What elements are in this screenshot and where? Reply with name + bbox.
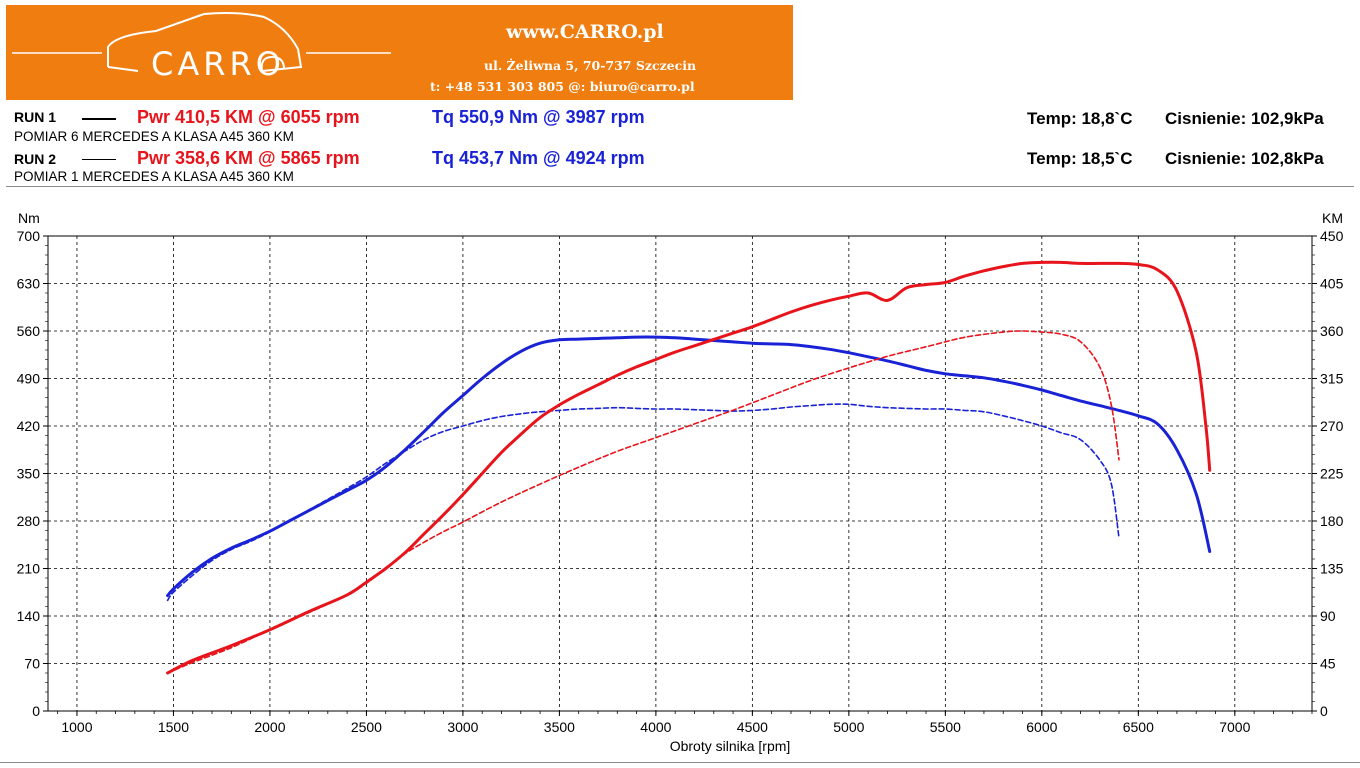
run1-power-peak: Pwr 410,5 KM @ 6055 rpm: [137, 107, 360, 127]
y-right-tick-label: 135: [1320, 561, 1344, 577]
x-tick-label: 6000: [1026, 719, 1057, 735]
x-tick-label: 5500: [930, 719, 961, 735]
y-right-axis-label: KM: [1322, 210, 1343, 226]
y-left-tick-label: 630: [17, 276, 41, 292]
footer-separator: [0, 762, 1360, 763]
header-banner: CARRO www.CARRO.pl ul. Żeliwna 5, 70-737…: [6, 5, 793, 100]
x-tick-label: 2500: [351, 719, 382, 735]
company-address: ul. Żeliwna 5, 70-737 Szczecin: [484, 58, 697, 73]
y-left-tick-label: 560: [17, 323, 41, 339]
run1-label: RUN 1: [14, 109, 57, 125]
x-tick-label: 5000: [833, 719, 864, 735]
run1-temp: Temp: 18,8`C: [1027, 109, 1133, 128]
x-tick-label: 6500: [1123, 719, 1154, 735]
run1-description: POMIAR 6 MERCEDES A KLASA A45 360 KM: [14, 129, 294, 144]
run2-line-sample: [82, 159, 116, 160]
y-left-tick-label: 350: [17, 466, 41, 482]
x-tick-label: 1500: [158, 719, 189, 735]
header-separator: [6, 186, 1354, 187]
series-line-4: [166, 330, 1120, 674]
series-line-2: [166, 403, 1120, 602]
y-left-tick-label: 490: [17, 371, 41, 387]
run2-label: RUN 2: [14, 151, 57, 167]
y-right-tick-label: 450: [1320, 228, 1344, 244]
series-line-3: [166, 260, 1212, 675]
run2-description: POMIAR 1 MERCEDES A KLASA A45 360 KM: [14, 169, 294, 184]
logo-text: CARRO: [151, 45, 285, 83]
company-contact: t: +48 531 303 805 @: biuro@carro.pl: [430, 79, 695, 94]
y-right-tick-label: 0: [1320, 703, 1328, 719]
y-right-tick-label: 90: [1320, 608, 1336, 624]
y-left-tick-label: 280: [17, 513, 41, 529]
y-left-tick-label: 210: [17, 561, 41, 577]
run2-torque-peak: Tq 453,7 Nm @ 4924 rpm: [432, 148, 645, 168]
x-tick-label: 2000: [254, 719, 285, 735]
x-tick-label: 4000: [640, 719, 671, 735]
run1-pressure: Cisnienie: 102,9kPa: [1165, 109, 1324, 128]
y-left-tick-label: 420: [17, 418, 41, 434]
site-url[interactable]: www.CARRO.pl: [506, 21, 664, 43]
x-axis-label: Obroty silnika [rpm]: [670, 738, 791, 754]
y-left-tick-label: 140: [17, 608, 41, 624]
y-right-tick-label: 360: [1320, 323, 1344, 339]
y-right-tick-label: 315: [1320, 371, 1344, 387]
y-left-axis-label: Nm: [18, 210, 40, 226]
y-right-tick-label: 180: [1320, 513, 1344, 529]
y-right-tick-label: 270: [1320, 418, 1344, 434]
x-tick-label: 7000: [1219, 719, 1250, 735]
run2-power-peak: Pwr 358,6 KM @ 5865 rpm: [137, 148, 360, 168]
y-left-tick-label: 70: [24, 656, 40, 672]
car-logo-icon: CARRO: [12, 12, 391, 83]
run2-temp: Temp: 18,5`C: [1027, 149, 1133, 168]
x-tick-label: 1000: [61, 719, 92, 735]
y-left-tick-label: 700: [17, 228, 41, 244]
x-tick-label: 3500: [544, 719, 575, 735]
y-right-tick-label: 405: [1320, 276, 1344, 292]
y-left-tick-label: 0: [32, 703, 40, 719]
series-line-1: [166, 335, 1212, 598]
y-right-tick-label: 45: [1320, 656, 1336, 672]
x-tick-label: 3000: [447, 719, 478, 735]
run1-torque-peak: Tq 550,9 Nm @ 3987 rpm: [432, 107, 645, 127]
run2-pressure: Cisnienie: 102,8kPa: [1165, 149, 1324, 168]
y-right-tick-label: 225: [1320, 466, 1344, 482]
x-tick-label: 4500: [737, 719, 768, 735]
run1-line-sample: [82, 118, 116, 120]
